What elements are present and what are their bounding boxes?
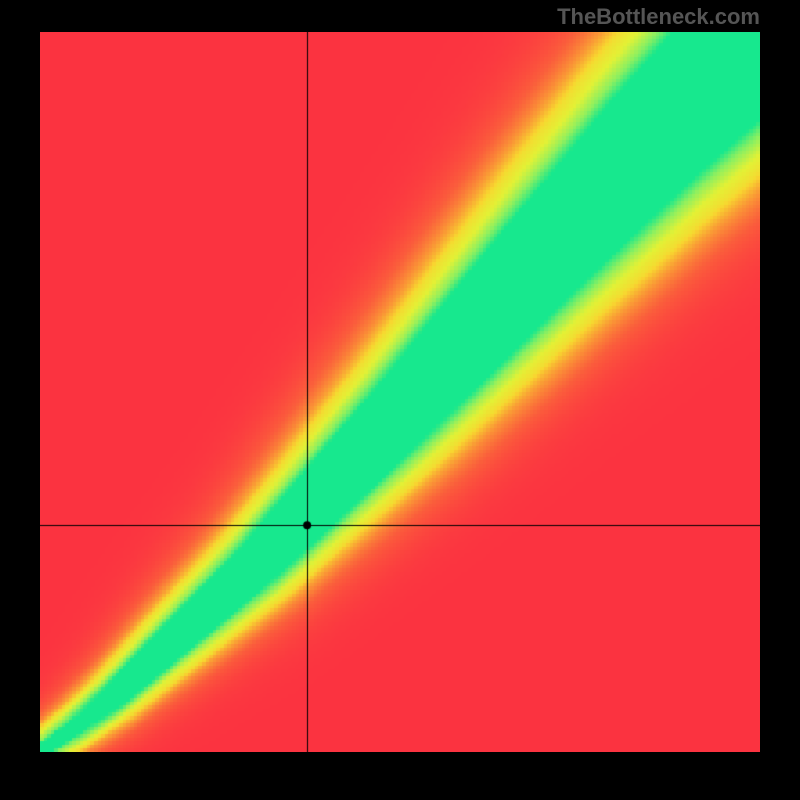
bottleneck-heatmap xyxy=(40,32,760,752)
watermark-text: TheBottleneck.com xyxy=(557,4,760,30)
